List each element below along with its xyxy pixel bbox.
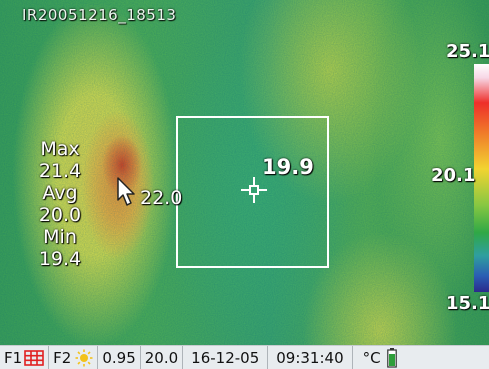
grid-icon xyxy=(24,349,44,366)
min-label: Min xyxy=(43,226,77,248)
cursor-arrow-icon xyxy=(117,177,135,206)
thermal-image[interactable]: IR20051216_18513 Max 21.4 Avg 20.0 Min 1… xyxy=(0,0,489,345)
scale-min-value: 15.1 xyxy=(446,293,489,314)
scale-max-value: 25.1 xyxy=(446,41,489,62)
status-bar: F1 F2 0.95 20.0 16-12-05 09:31:40 °C xyxy=(0,345,489,369)
reflected-temp-value: 20.0 xyxy=(141,346,184,369)
f1-button[interactable]: F1 xyxy=(0,346,50,369)
f1-label: F1 xyxy=(4,348,23,367)
scale-mid-value: 20.1 xyxy=(431,165,476,186)
f2-label: F2 xyxy=(53,348,72,367)
avg-label: Avg xyxy=(42,182,78,204)
avg-value: 20.0 xyxy=(38,204,82,226)
min-value: 19.4 xyxy=(38,248,82,270)
f2-button[interactable]: F2 xyxy=(49,346,99,369)
temperature-stats: Max 21.4 Avg 20.0 Min 19.4 xyxy=(30,138,90,270)
temperature-unit: °C xyxy=(362,348,381,367)
cursor-temperature-value: 22.0 xyxy=(140,187,183,209)
max-value: 21.4 xyxy=(38,160,82,182)
max-label: Max xyxy=(40,138,80,160)
emissivity-value: 0.95 xyxy=(98,346,141,369)
date-value: 16-12-05 xyxy=(183,346,269,369)
temperature-color-scale xyxy=(474,64,489,292)
box-temperature-value: 19.9 xyxy=(262,155,314,179)
sun-icon xyxy=(75,349,93,366)
time-value: 09:31:40 xyxy=(268,346,353,369)
image-file-name: IR20051216_18513 xyxy=(22,6,177,24)
crosshair-icon[interactable] xyxy=(241,177,267,203)
unit-segment: °C xyxy=(353,346,401,369)
battery-icon xyxy=(386,347,397,368)
thermal-noise-texture xyxy=(0,0,489,345)
measurement-area-box[interactable] xyxy=(176,116,329,268)
